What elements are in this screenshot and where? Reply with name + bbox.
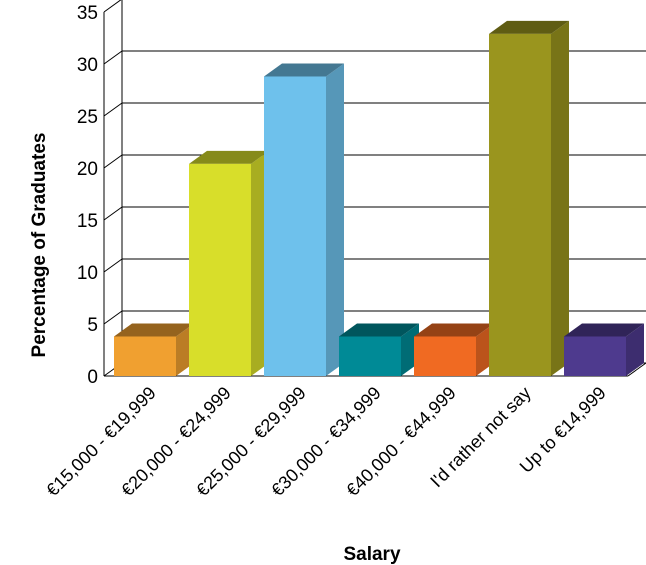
bar-side xyxy=(551,20,569,377)
grid-connector xyxy=(103,206,123,221)
y-tick-label: 5 xyxy=(87,315,98,336)
bar-side xyxy=(326,63,344,376)
x-axis-title: Salary xyxy=(343,544,400,565)
grid-connector xyxy=(103,0,122,13)
bar-top xyxy=(339,323,419,337)
y-tick-label: 20 xyxy=(77,159,98,180)
y-tick-label: 30 xyxy=(77,55,98,76)
floor-right-edge xyxy=(627,362,646,377)
grid-connector xyxy=(103,154,123,169)
y-tick-labels: 0 5 10 15 20 25 30 35 xyxy=(77,3,98,388)
bar xyxy=(414,336,476,376)
y-tick-label: 25 xyxy=(77,107,98,128)
grid-connector xyxy=(103,310,123,325)
grid-connector xyxy=(103,102,123,117)
bar-top xyxy=(414,323,494,337)
y-axis-title: Percentage of Graduates xyxy=(29,133,50,358)
bar xyxy=(264,76,326,376)
bar-top xyxy=(489,20,569,34)
y-tick-label: 15 xyxy=(77,211,98,232)
grid-connector xyxy=(103,258,123,273)
bar xyxy=(489,33,551,377)
bar-top xyxy=(189,150,269,164)
bars xyxy=(114,20,644,377)
bar xyxy=(189,163,251,376)
y-tick-label: 0 xyxy=(87,367,98,388)
bar-top xyxy=(264,63,344,77)
x-tick-labels: €15,000 - €19,999€20,000 - €24,999€25,00… xyxy=(42,383,609,500)
y-tick-label: 35 xyxy=(77,3,98,24)
bar xyxy=(339,336,401,376)
bar-side xyxy=(626,323,644,376)
y-tick-label: 10 xyxy=(77,263,98,284)
bar xyxy=(564,336,626,376)
bar-top xyxy=(114,323,194,337)
bar-top xyxy=(564,323,644,337)
grid-connector xyxy=(103,50,123,65)
bar xyxy=(114,336,176,376)
